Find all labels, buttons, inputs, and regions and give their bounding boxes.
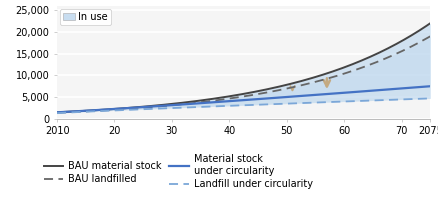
- Legend: BAU material stock, BAU landfilled, Material stock
under circularity, Landfill u: BAU material stock, BAU landfilled, Mate…: [40, 150, 316, 193]
- Legend: In use: In use: [60, 9, 111, 25]
